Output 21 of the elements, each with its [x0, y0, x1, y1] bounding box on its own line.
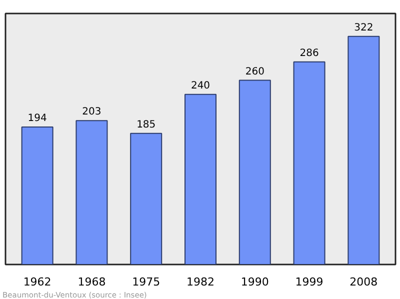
data-label: 194 [28, 113, 47, 124]
data-label: 185 [136, 119, 156, 130]
bar [76, 120, 108, 264]
data-label: 322 [354, 22, 374, 34]
bar [184, 94, 216, 264]
x-tick-label: 1968 [78, 276, 106, 288]
x-tick-label: 1982 [186, 276, 215, 288]
data-label: 260 [245, 66, 264, 78]
x-tick-label: 1990 [240, 276, 269, 288]
data-label: 203 [82, 106, 102, 118]
x-tick-label: 1962 [23, 276, 52, 288]
bar [348, 36, 380, 264]
x-tick-label: 1999 [295, 276, 324, 288]
data-label: 286 [300, 48, 319, 59]
x-tick-label: 1975 [132, 276, 160, 288]
bar [130, 132, 162, 264]
x-tick-label: 2008 [350, 276, 378, 288]
bar [238, 80, 271, 264]
bar [293, 61, 326, 264]
data-label: 240 [190, 80, 210, 92]
bar [21, 126, 54, 264]
